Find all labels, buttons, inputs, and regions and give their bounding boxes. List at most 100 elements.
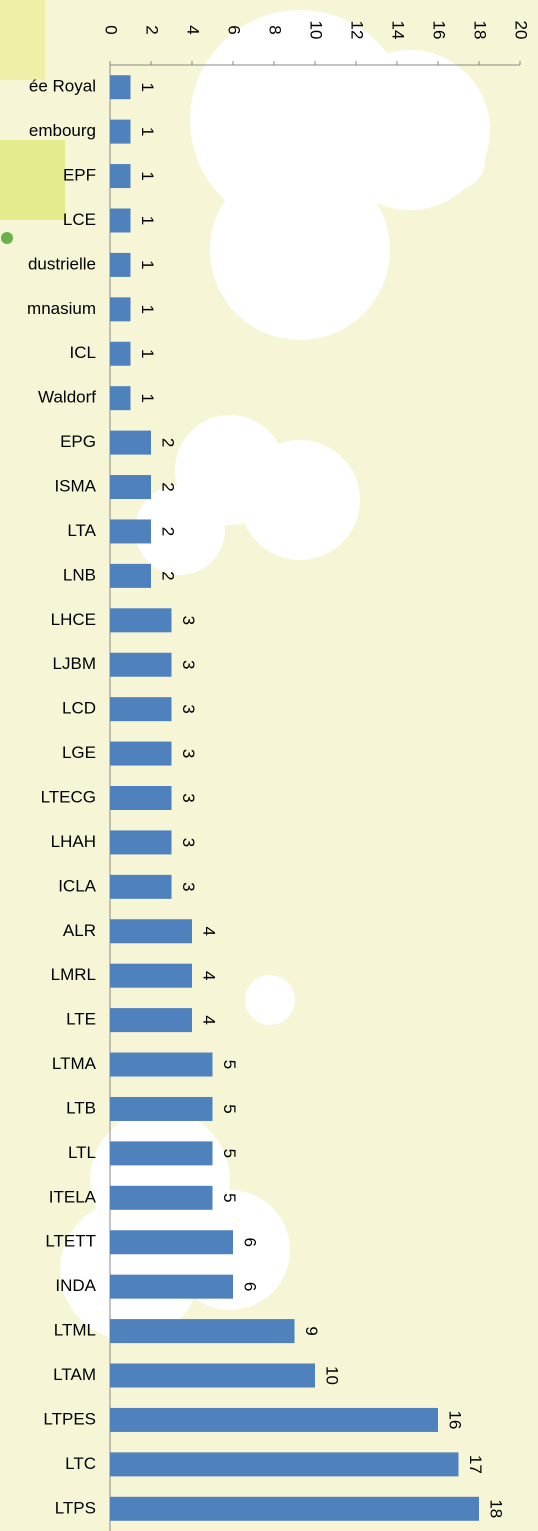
- data-label: 5: [220, 1193, 239, 1202]
- x-tick-label: 8: [266, 25, 285, 34]
- bar: [110, 1230, 233, 1254]
- y-tick-label: ALR: [63, 921, 96, 940]
- y-tick-label: EPG: [60, 432, 96, 451]
- x-tick-label: 0: [102, 25, 121, 34]
- bar: [110, 1408, 438, 1432]
- y-tick-label: ée Royal: [29, 77, 96, 96]
- data-label: 6: [241, 1238, 260, 1247]
- y-tick-label: LTMA: [52, 1054, 97, 1073]
- bar: [110, 697, 172, 721]
- decoration: [1, 232, 13, 244]
- bar: [110, 1186, 213, 1210]
- data-label: 3: [179, 749, 198, 758]
- y-tick-label: LNB: [63, 565, 96, 584]
- data-label: 1: [138, 216, 157, 225]
- bar: [110, 1008, 192, 1032]
- y-tick-label: LTAM: [53, 1365, 96, 1384]
- y-tick-label: LHCE: [51, 610, 96, 629]
- data-label: 9: [302, 1326, 321, 1335]
- bar: [110, 1053, 213, 1077]
- y-tick-label: embourg: [29, 121, 96, 140]
- y-tick-label: ISMA: [54, 477, 96, 496]
- bar: [110, 253, 131, 277]
- data-label: 18: [487, 1499, 506, 1518]
- bar: [110, 564, 151, 588]
- chart: 02468101214161820ée Royal1embourg1EPF1LC…: [0, 0, 538, 1531]
- bar: [110, 875, 172, 899]
- bar: [110, 653, 172, 677]
- data-label: 16: [446, 1410, 465, 1429]
- data-label: 5: [220, 1149, 239, 1158]
- x-tick-label: 20: [512, 21, 531, 40]
- data-label: 2: [159, 571, 178, 580]
- data-label: 2: [159, 438, 178, 447]
- y-tick-label: LJBM: [53, 654, 96, 673]
- y-tick-label: LTML: [54, 1321, 96, 1340]
- y-tick-label: LMRL: [51, 965, 96, 984]
- data-label: 1: [138, 260, 157, 269]
- y-tick-label: LCE: [63, 210, 96, 229]
- y-tick-label: LTL: [68, 1143, 96, 1162]
- decoration: [0, 140, 65, 220]
- y-tick-label: LCD: [62, 699, 96, 718]
- data-label: 2: [159, 527, 178, 536]
- data-label: 5: [220, 1104, 239, 1113]
- bar: [110, 1497, 479, 1521]
- y-tick-label: LTPES: [43, 1409, 96, 1428]
- bar: [110, 1275, 233, 1299]
- bar: [110, 1097, 213, 1121]
- bar: [110, 1141, 213, 1165]
- y-tick-label: LTPS: [55, 1498, 96, 1517]
- bar: [110, 431, 151, 455]
- data-label: 1: [138, 349, 157, 358]
- data-label: 6: [241, 1282, 260, 1291]
- data-label: 4: [200, 971, 219, 980]
- bar: [110, 830, 172, 854]
- data-label: 1: [138, 127, 157, 136]
- y-tick-label: LTETT: [45, 1232, 96, 1251]
- y-tick-label: LTECG: [41, 787, 96, 806]
- x-tick-label: 14: [389, 21, 408, 40]
- data-label: 5: [220, 1060, 239, 1069]
- bar: [110, 120, 131, 144]
- data-label: 3: [179, 793, 198, 802]
- bar: [110, 475, 151, 499]
- data-label: 17: [466, 1455, 485, 1474]
- bar: [110, 164, 131, 188]
- data-label: 3: [179, 882, 198, 891]
- bar: [110, 75, 131, 99]
- bar: [110, 519, 151, 543]
- data-label: 1: [138, 82, 157, 91]
- x-tick-label: 2: [143, 25, 162, 34]
- y-tick-label: EPF: [63, 166, 96, 185]
- data-label: 4: [200, 927, 219, 936]
- bar: [110, 964, 192, 988]
- decoration: [0, 0, 45, 80]
- bar: [110, 608, 172, 632]
- data-label: 1: [138, 393, 157, 402]
- y-tick-label: LTB: [66, 1098, 96, 1117]
- x-tick-label: 18: [471, 21, 490, 40]
- bar: [110, 1364, 315, 1388]
- y-tick-label: INDA: [55, 1276, 96, 1295]
- y-tick-label: ICLA: [58, 876, 96, 895]
- y-tick-label: ICL: [70, 343, 96, 362]
- y-tick-label: LTE: [66, 1010, 96, 1029]
- y-tick-label: ITELA: [49, 1187, 97, 1206]
- y-tick-label: LTC: [65, 1454, 96, 1473]
- y-tick-label: LGE: [62, 743, 96, 762]
- bar: [110, 742, 172, 766]
- bar: [110, 1452, 459, 1476]
- bar: [110, 1319, 295, 1343]
- y-tick-label: mnasium: [27, 299, 96, 318]
- data-label: 3: [179, 838, 198, 847]
- data-label: 10: [323, 1366, 342, 1385]
- y-tick-label: dustrielle: [28, 254, 96, 273]
- data-label: 2: [159, 482, 178, 491]
- data-label: 1: [138, 305, 157, 314]
- x-tick-label: 6: [225, 25, 244, 34]
- data-label: 1: [138, 171, 157, 180]
- y-tick-label: Waldorf: [38, 388, 96, 407]
- x-tick-label: 4: [184, 25, 203, 34]
- bar: [110, 386, 131, 410]
